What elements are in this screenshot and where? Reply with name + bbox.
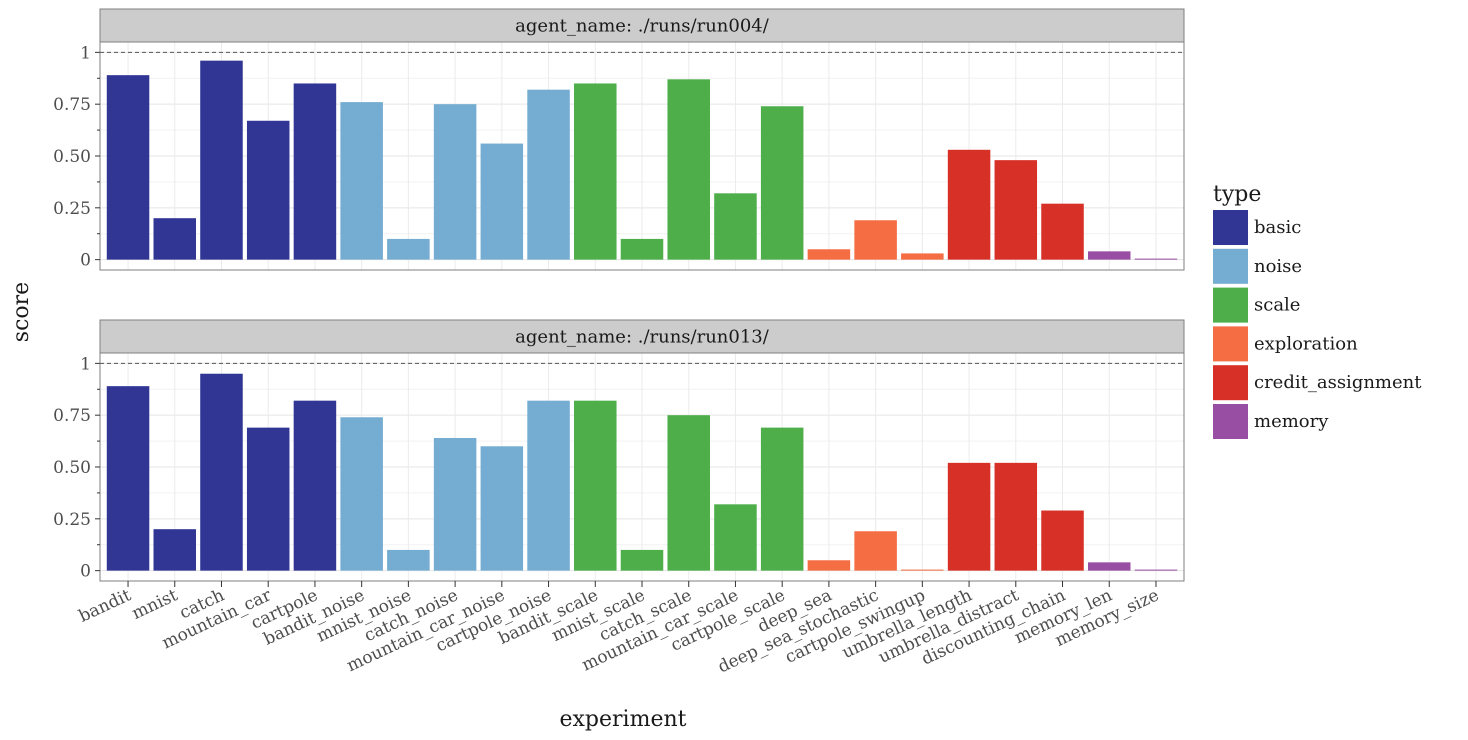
- bar-umbrella_distract: [994, 462, 1038, 571]
- bar-mnist_scale: [620, 238, 664, 260]
- x-tick-label: bandit: [76, 585, 135, 626]
- facet-strip-title: agent_name: ./runs/run013/: [515, 327, 770, 348]
- bar-memory_size: [1134, 258, 1178, 260]
- bar-deep_sea_stochastic: [854, 220, 897, 260]
- y-tick-label: 0.50: [53, 147, 91, 167]
- legend-swatch-memory: [1213, 404, 1248, 439]
- legend-label-scale: scale: [1254, 295, 1300, 316]
- bar-cartpole_swingup: [901, 569, 944, 571]
- legend-label-noise: noise: [1254, 256, 1302, 277]
- bar-cartpole_scale: [760, 427, 804, 571]
- y-tick-label: 1: [80, 354, 91, 374]
- legend-swatch-noise: [1213, 248, 1248, 284]
- bar-catch_scale: [667, 79, 710, 260]
- y-tick-label: 0.75: [53, 406, 91, 426]
- y-tick-label: 0.75: [53, 95, 91, 115]
- bar-bandit_noise: [340, 417, 383, 571]
- bar-cartpole: [293, 400, 337, 571]
- legend-label-credit_assignment: credit_assignment: [1254, 372, 1422, 393]
- panels: agent_name: ./runs/run004/0 0.25 0.50 0.75 1…: [53, 8, 1185, 582]
- bar-catch_noise: [433, 437, 477, 571]
- bar-bandit_scale: [574, 400, 617, 571]
- bar-umbrella_length: [947, 462, 991, 571]
- bar-umbrella_length: [947, 149, 991, 260]
- bar-deep_sea: [807, 249, 851, 260]
- y-tick-label: 0: [80, 251, 91, 271]
- bar-catch: [200, 373, 243, 571]
- bar-catch_scale: [667, 415, 710, 571]
- bar-umbrella_distract: [994, 160, 1038, 260]
- bar-cartpole_scale: [760, 106, 804, 260]
- bar-mnist: [153, 218, 197, 260]
- y-tick-label: 0.25: [53, 199, 91, 219]
- bar-cartpole: [293, 83, 337, 260]
- bar-cartpole_noise: [527, 89, 570, 260]
- y-tick-label: 0: [80, 562, 91, 582]
- facet-panel: agent_name: ./runs/run013/0 0.25 0.50 0.75 1: [53, 319, 1185, 582]
- y-tick-label: 1: [80, 43, 91, 63]
- bar-discounting_chain: [1041, 203, 1084, 260]
- bar-mountain_car_scale: [714, 193, 757, 260]
- legend: type basic noise scale exploration credit_as…: [1213, 182, 1422, 439]
- facet-strip: [99, 8, 1185, 43]
- legend-swatch-basic: [1213, 210, 1248, 245]
- legend-swatch-scale: [1213, 287, 1248, 323]
- bar-bandit: [106, 386, 150, 571]
- legend-swatch-credit_assignment: [1213, 365, 1248, 401]
- bar-memory_len: [1087, 562, 1131, 571]
- bar-deep_sea_stochastic: [854, 531, 897, 571]
- bar-discounting_chain: [1041, 510, 1084, 571]
- facet-panel: agent_name: ./runs/run004/0 0.25 0.50 0.75 1: [53, 8, 1185, 271]
- bar-mountain_car_noise: [480, 143, 524, 260]
- bar-memory_len: [1087, 251, 1131, 260]
- legend-label-exploration: exploration: [1254, 333, 1358, 354]
- bar-deep_sea: [807, 560, 851, 571]
- bar-cartpole_noise: [527, 400, 570, 571]
- bar-bandit_noise: [340, 102, 383, 260]
- bar-mnist_scale: [620, 549, 664, 571]
- x-axis-title: experiment: [560, 707, 687, 732]
- legend-label-memory: memory: [1254, 411, 1329, 432]
- bar-cartpole_swingup: [901, 253, 944, 260]
- bar-bandit: [106, 75, 150, 260]
- bar-mountain_car_scale: [714, 504, 757, 571]
- legend-title: type: [1213, 182, 1261, 207]
- bar-bandit_scale: [574, 83, 617, 260]
- bar-mountain_car: [246, 427, 290, 571]
- bar-memory_size: [1134, 569, 1178, 571]
- x-axis: banditmnistcatchmountain_carcartpoleband…: [76, 581, 1162, 677]
- bar-mountain_car: [246, 120, 290, 260]
- bar-mountain_car_noise: [480, 446, 524, 571]
- y-tick-label: 0.50: [53, 458, 91, 478]
- bar-catch_noise: [433, 104, 477, 260]
- x-tick-label: mnist: [129, 585, 181, 624]
- facet-strip: [99, 319, 1185, 354]
- y-axis-title: score: [9, 282, 34, 342]
- y-tick-label: 0.25: [53, 510, 91, 530]
- legend-label-basic: basic: [1254, 217, 1301, 238]
- legend-swatch-exploration: [1213, 326, 1248, 362]
- facet-strip-title: agent_name: ./runs/run004/: [515, 16, 770, 37]
- bar-mnist_noise: [387, 549, 430, 571]
- bar-mnist: [153, 529, 197, 571]
- bar-catch: [200, 60, 243, 260]
- bar-mnist_noise: [387, 238, 430, 260]
